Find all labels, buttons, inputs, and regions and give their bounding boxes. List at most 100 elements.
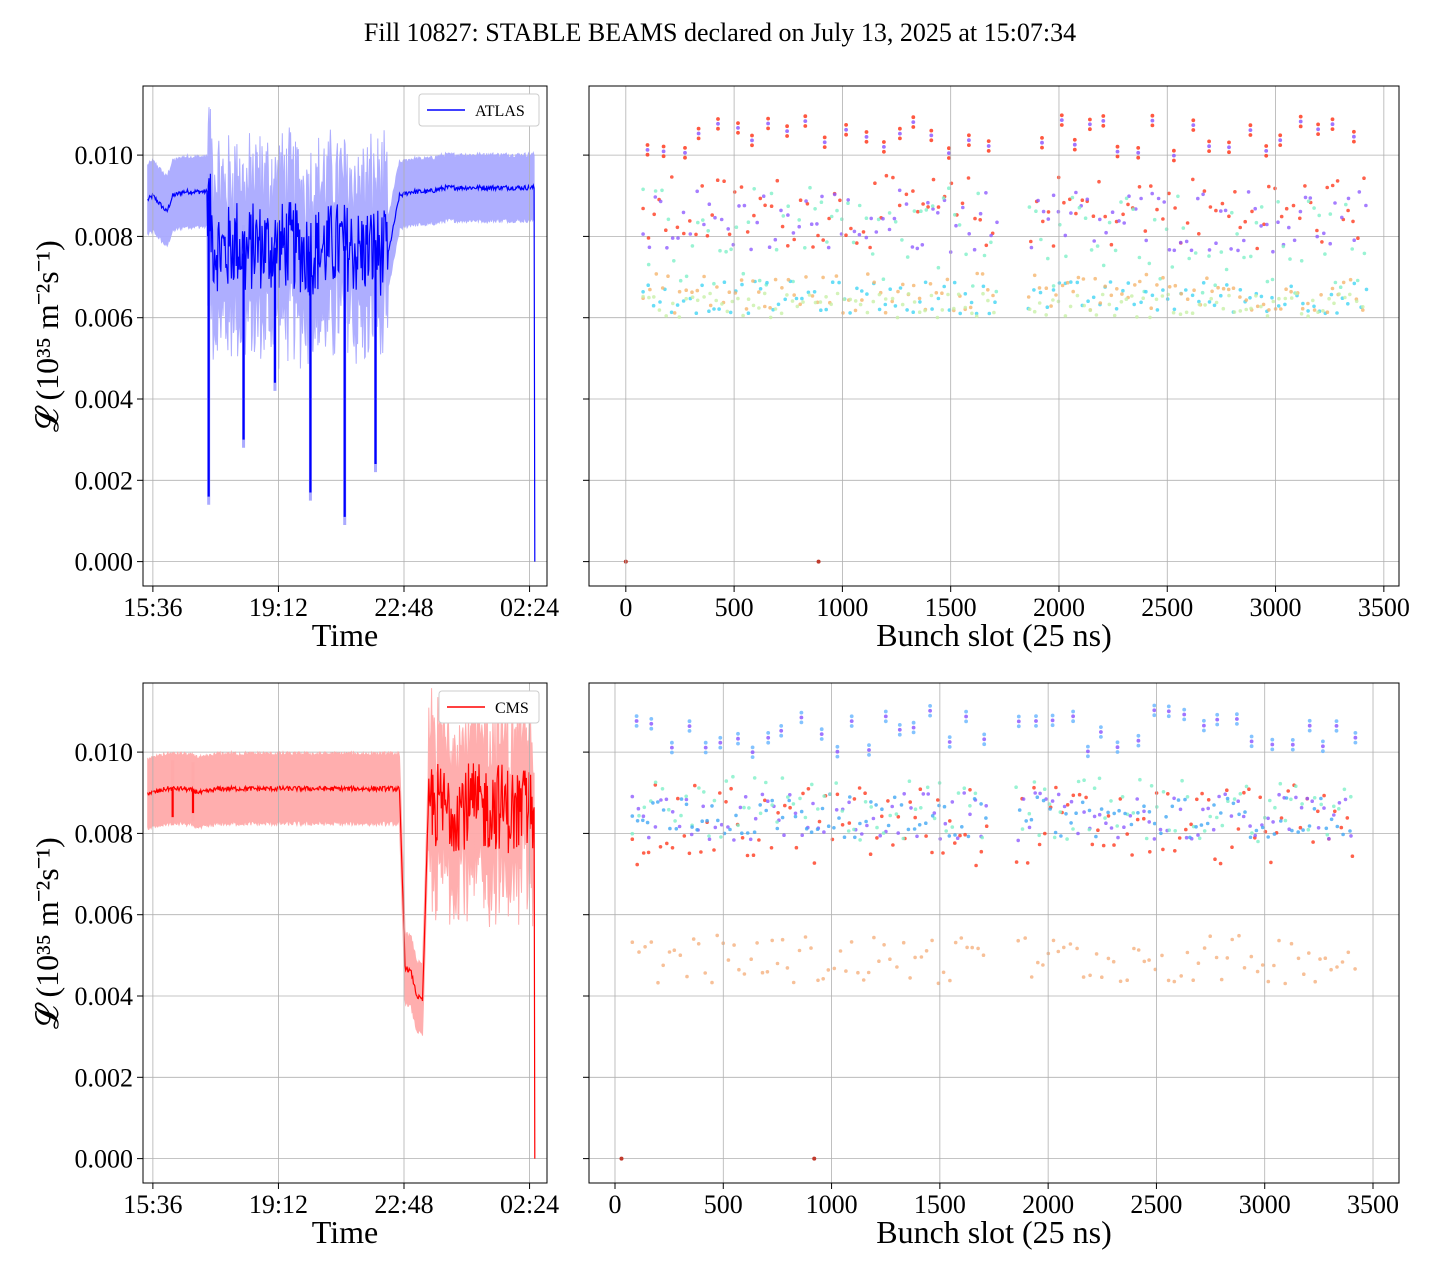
bunch-point — [895, 965, 899, 969]
bunch-point — [1056, 792, 1061, 797]
bunch-point — [1213, 857, 1217, 861]
bunch-point — [1306, 827, 1311, 832]
bunch-point-top — [1172, 158, 1176, 163]
bunch-point — [793, 811, 798, 816]
bunch-point — [757, 290, 761, 294]
bunch-point-top — [1172, 153, 1176, 158]
bunch-point-top — [882, 145, 886, 149]
bunch-point — [930, 938, 934, 943]
bunch-point-top — [1086, 744, 1090, 749]
bunch-point-top — [687, 724, 692, 728]
bunch-point — [1081, 975, 1086, 979]
x-tick-label: 3500 — [1347, 1190, 1399, 1219]
bunch-point — [646, 850, 651, 855]
bunch-point — [649, 940, 654, 944]
bunch-point — [803, 246, 807, 250]
bunch-point-top — [1207, 144, 1211, 149]
bunch-point-top — [1059, 118, 1064, 122]
bunch-point — [1276, 304, 1281, 308]
bunch-point — [718, 248, 722, 253]
bunch-point — [1148, 315, 1152, 320]
legend: ATLAS — [418, 93, 540, 127]
bunch-point — [1313, 979, 1317, 984]
bunch-point — [1099, 807, 1104, 811]
bunch-point — [648, 287, 652, 292]
bunch-point — [724, 249, 728, 254]
bunch-point — [815, 827, 820, 831]
bunch-point — [741, 271, 746, 276]
bunch-point — [892, 216, 897, 221]
bunch-point — [1087, 808, 1092, 813]
bunch-point — [755, 941, 759, 945]
bunch-point — [858, 302, 863, 307]
bunch-point — [848, 311, 852, 315]
bunch-point — [1192, 288, 1196, 293]
bunch-point — [1161, 847, 1165, 852]
bunch-point — [883, 310, 888, 315]
bunch-point — [932, 811, 937, 815]
bunch-point-top — [750, 745, 755, 750]
bunch-point — [677, 315, 682, 319]
bunch-point — [945, 277, 950, 282]
bunch-point-top — [964, 714, 968, 719]
bunch-point-top — [1059, 113, 1064, 118]
bunch-point — [857, 203, 862, 208]
bunch-point — [930, 204, 935, 208]
bunch-point — [1172, 796, 1176, 801]
bunch-point-top — [1202, 728, 1206, 733]
bunch-point — [785, 293, 789, 297]
bunch-point — [1071, 793, 1076, 798]
bunch-point — [826, 245, 831, 250]
bunch-point — [681, 210, 686, 215]
bunch-point — [800, 296, 804, 301]
bunch-point — [1143, 229, 1148, 233]
bunch-point — [1119, 200, 1123, 204]
bunch-point — [637, 950, 641, 954]
bunch-point — [702, 790, 706, 794]
x-tick-label: 3500 — [1358, 593, 1410, 622]
bunch-point — [1142, 809, 1146, 814]
bunch-point — [1062, 804, 1067, 809]
bunch-point — [1259, 224, 1263, 228]
bunch-point — [1225, 788, 1229, 792]
bunch-point — [819, 200, 824, 204]
bunch-point — [1223, 792, 1227, 796]
bunch-point — [749, 957, 753, 961]
bunch-point — [1227, 214, 1231, 219]
bunch-point — [1201, 807, 1205, 812]
bunch-point — [689, 832, 694, 837]
bunch-point-top — [785, 129, 789, 134]
bunch-point — [1238, 309, 1243, 313]
bunch-point-top — [1136, 743, 1141, 748]
bunch-point — [646, 262, 651, 267]
bunch-point — [1311, 298, 1315, 303]
bunch-point — [719, 822, 724, 827]
bunch-point — [947, 834, 952, 838]
bunch-point-top — [1101, 114, 1106, 118]
bunch-point — [979, 849, 984, 854]
bunch-point — [1267, 184, 1271, 189]
bunch-point — [1107, 220, 1112, 225]
bunch-point — [1255, 246, 1259, 251]
bunch-point — [875, 836, 879, 840]
bunch-point — [1130, 853, 1134, 857]
bunch-point — [892, 795, 897, 800]
bunch-point — [1159, 831, 1163, 836]
bunch-point — [849, 940, 854, 944]
bunch-point-top — [1235, 712, 1239, 717]
bunch-point — [912, 209, 917, 213]
bunch-point — [1217, 794, 1221, 799]
bunch-point — [798, 198, 803, 202]
bunch-point — [641, 232, 645, 236]
bunch-point — [1296, 956, 1301, 961]
bunch-point — [852, 827, 856, 832]
bunch-point — [1154, 297, 1159, 302]
bunch-point-top — [1016, 719, 1021, 724]
bunch-point — [825, 240, 829, 244]
bunch-point — [1279, 816, 1284, 820]
bunch-point — [1233, 190, 1237, 194]
bunch-point — [995, 220, 999, 225]
bunch-point — [864, 235, 869, 240]
